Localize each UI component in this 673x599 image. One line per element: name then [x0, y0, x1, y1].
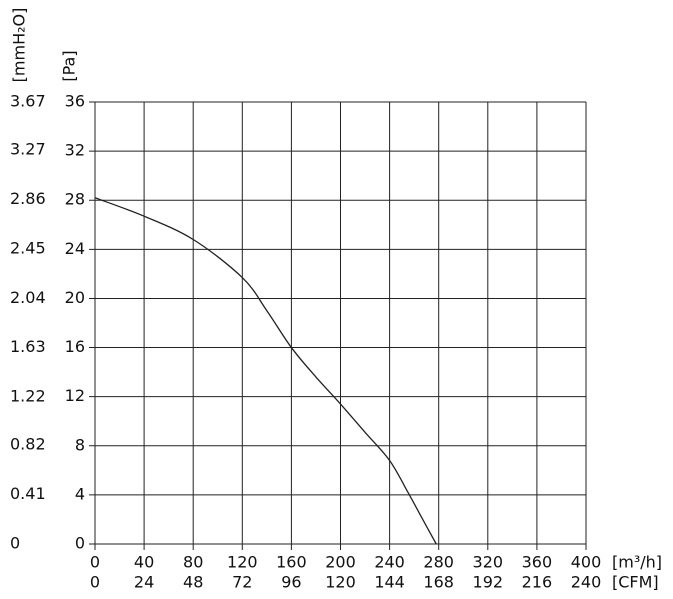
y-tick-label: 0 [75, 534, 85, 553]
x-tick-label: 320 [473, 553, 504, 572]
x2-tick-label: 168 [423, 573, 454, 592]
x-tick-label: 200 [325, 553, 356, 572]
y-tick-label: 12 [65, 386, 85, 405]
y-tick-label: 16 [65, 337, 85, 356]
y-tick-label: 32 [65, 141, 85, 160]
x2-tick-label: 72 [232, 573, 252, 592]
y-tick-label: 8 [75, 435, 85, 454]
y2-tick-label: 2.45 [10, 238, 46, 257]
y2-tick-label: 2.04 [10, 288, 46, 307]
y2-tick-label: 0.82 [10, 435, 46, 454]
y-tick-label: 36 [65, 92, 85, 111]
x2-tick-label: 0 [90, 573, 100, 592]
y2-tick-label: 1.63 [10, 337, 46, 356]
y2-tick-label: 0 [10, 534, 20, 553]
y2-tick-label: 3.27 [10, 140, 46, 159]
x-tick-label: 0 [90, 553, 100, 572]
x-tick-label: 240 [374, 553, 405, 572]
y-tick-label: 20 [65, 288, 85, 307]
x2-tick-label: 192 [473, 573, 504, 592]
y-tick-label: 28 [65, 190, 85, 209]
x-axis-label: [m³/h] [612, 553, 662, 572]
x-tick-label: 80 [183, 553, 203, 572]
x2-axis-label: [CFM] [612, 573, 659, 592]
x-tick-label: 280 [423, 553, 454, 572]
x-tick-label: 360 [522, 553, 553, 572]
x2-tick-label: 24 [134, 573, 154, 592]
y2-tick-label: 2.86 [10, 189, 46, 208]
x-tick-label: 400 [571, 553, 602, 572]
x2-tick-label: 240 [571, 573, 602, 592]
x2-tick-label: 144 [374, 573, 405, 592]
y2-tick-label: 0.41 [10, 484, 46, 503]
y2-tick-label: 3.67 [10, 92, 46, 111]
curve [94, 197, 437, 545]
x2-tick-label: 48 [183, 573, 203, 592]
x-tick-label: 40 [134, 553, 154, 572]
x-tick-label: 120 [227, 553, 258, 572]
x2-tick-label: 96 [281, 573, 301, 592]
y2-tick-label: 1.22 [10, 387, 46, 406]
x2-tick-label: 120 [325, 573, 356, 592]
y-axis-label: [Pa] [60, 50, 79, 81]
x2-tick-label: 216 [522, 573, 553, 592]
y-tick-label: 24 [65, 239, 85, 258]
y-tick-label: 4 [75, 484, 85, 503]
x-tick-label: 160 [276, 553, 307, 572]
y2-axis-label: [mmH₂O] [10, 8, 29, 83]
